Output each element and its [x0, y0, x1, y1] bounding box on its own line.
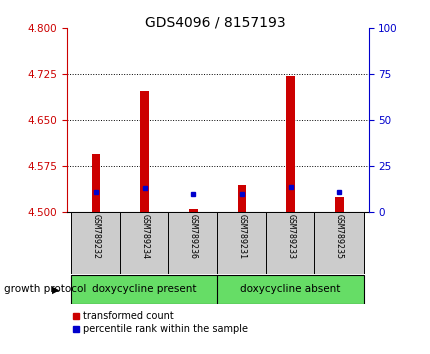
- Bar: [237, 185, 246, 212]
- Legend: transformed count, percentile rank within the sample: transformed count, percentile rank withi…: [71, 311, 248, 335]
- Bar: [168, 212, 218, 274]
- Text: GSM789231: GSM789231: [237, 214, 246, 259]
- Bar: [216, 275, 364, 304]
- Bar: [286, 76, 295, 212]
- Text: GSM789235: GSM789235: [334, 214, 343, 259]
- Text: growth protocol: growth protocol: [4, 284, 86, 295]
- Text: GSM789233: GSM789233: [286, 214, 295, 259]
- Text: GDS4096 / 8157193: GDS4096 / 8157193: [145, 16, 285, 30]
- Bar: [265, 212, 315, 274]
- Bar: [216, 212, 267, 274]
- Text: ▶: ▶: [52, 284, 60, 295]
- Text: doxycycline absent: doxycycline absent: [240, 284, 340, 295]
- Bar: [188, 209, 197, 212]
- Bar: [313, 212, 364, 274]
- Bar: [92, 154, 100, 212]
- Bar: [119, 212, 169, 274]
- Text: GSM789232: GSM789232: [91, 214, 100, 259]
- Bar: [71, 275, 218, 304]
- Bar: [71, 212, 121, 274]
- Text: GSM789236: GSM789236: [188, 214, 197, 259]
- Bar: [334, 197, 343, 212]
- Text: GSM789234: GSM789234: [140, 214, 149, 259]
- Text: doxycycline present: doxycycline present: [92, 284, 197, 295]
- Bar: [140, 91, 149, 212]
